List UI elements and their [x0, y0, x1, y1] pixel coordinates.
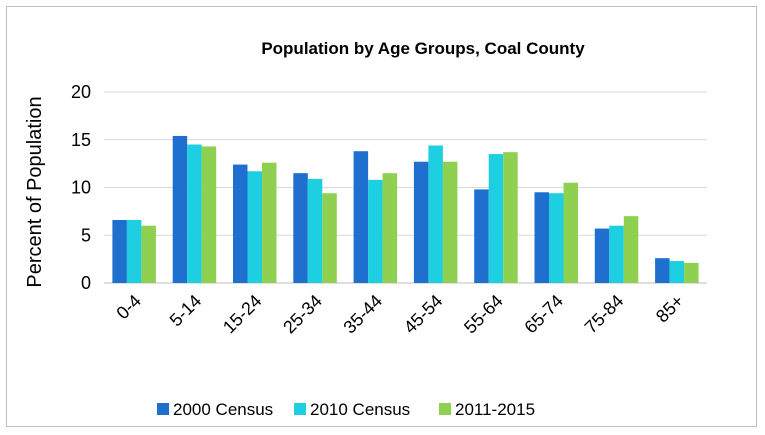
bar: [126, 219, 142, 283]
x-tick-label: 35-44: [339, 291, 386, 338]
bar: [594, 228, 610, 283]
bar: [201, 146, 217, 283]
y-axis-ticks: 0 5 10 15 20: [71, 82, 91, 293]
bar: [307, 178, 323, 283]
bar: [669, 261, 685, 283]
bar: [353, 151, 369, 283]
x-tick-label: 0-4: [112, 291, 145, 324]
bar: [488, 154, 504, 283]
legend-swatch: [294, 403, 306, 415]
bar: [534, 192, 549, 283]
legend-label: 2011-2015: [455, 400, 535, 419]
bar: [563, 182, 578, 283]
bar: [368, 179, 383, 283]
bar: [233, 164, 248, 283]
bar: [474, 189, 489, 283]
x-tick-label: 5-14: [166, 291, 206, 331]
legend-swatch: [157, 403, 169, 415]
legend: 2000 Census 2010 Census 2011-2015: [157, 400, 535, 419]
x-tick-label: 75-84: [581, 291, 628, 338]
x-tick-label: 45-54: [400, 291, 447, 338]
bar: [172, 135, 188, 283]
x-tick-label: 85+: [652, 291, 688, 327]
bar: [382, 173, 398, 283]
bar: [428, 145, 443, 283]
bar: [442, 161, 458, 283]
bar: [262, 162, 277, 283]
chart-frame: Population by Age Groups, Coal County Pe…: [6, 6, 757, 427]
bar: [141, 225, 156, 283]
bar: [413, 161, 429, 283]
chart-title: Population by Age Groups, Coal County: [261, 39, 585, 58]
y-tick-label: 0: [81, 273, 91, 293]
bar: [609, 225, 624, 283]
legend-swatch: [439, 403, 451, 415]
bar: [293, 173, 308, 283]
bar: [549, 193, 564, 283]
bar-chart: Population by Age Groups, Coal County Pe…: [24, 39, 707, 419]
legend-label: 2010 Census: [310, 400, 410, 419]
y-tick-label: 20: [71, 82, 91, 102]
x-tick-label: 25-34: [279, 291, 326, 338]
x-tick-label: 55-64: [460, 291, 507, 338]
bar: [623, 216, 639, 283]
bar: [684, 262, 699, 283]
legend-label: 2000 Census: [173, 400, 273, 419]
y-tick-label: 5: [81, 225, 91, 245]
x-tick-label: 65-74: [520, 291, 567, 338]
bar: [112, 219, 127, 283]
bar: [503, 152, 518, 283]
bar: [187, 144, 202, 283]
x-axis-ticks: 0-4 5-14 15-24 25-34 35-44 45-54 55-64 65-74 75-…: [112, 291, 687, 338]
y-tick-label: 15: [71, 130, 91, 150]
bar: [247, 171, 262, 283]
bars: [112, 135, 699, 283]
x-tick-label: 15-24: [219, 291, 266, 338]
y-axis-label: Percent of Population: [24, 96, 46, 287]
bar: [655, 258, 670, 283]
bar: [322, 193, 337, 283]
y-tick-label: 10: [71, 178, 91, 198]
